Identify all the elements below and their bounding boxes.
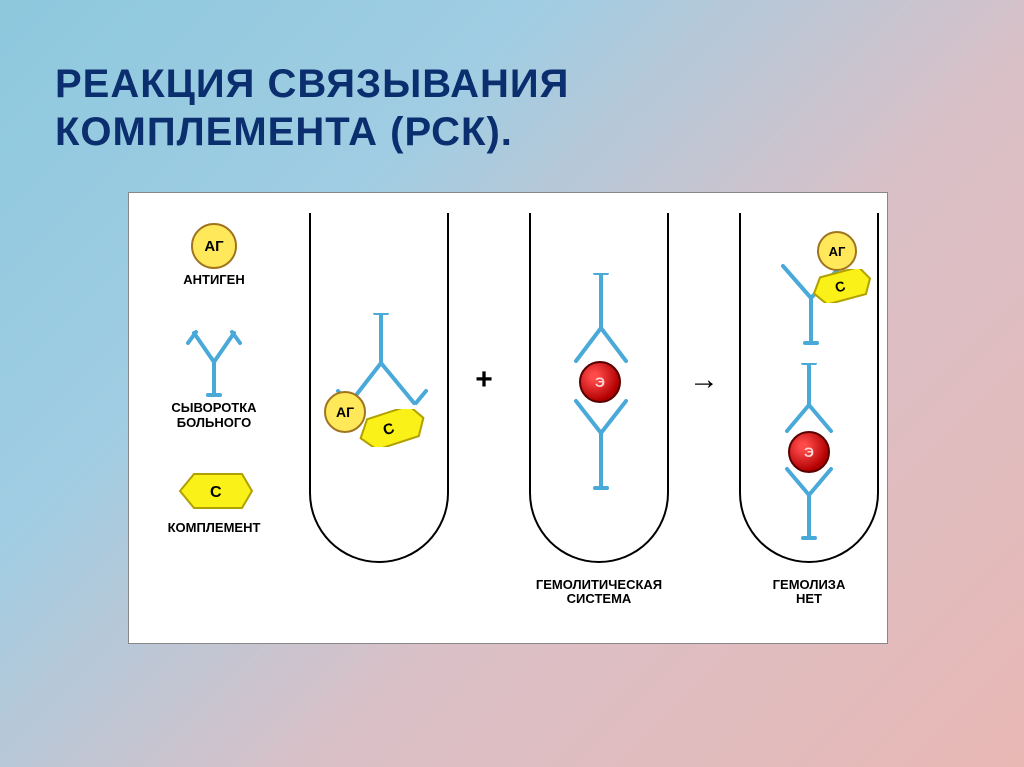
tube-3-label: ГЕМОЛИЗА НЕТ — [719, 578, 899, 607]
legend-serum: СЫВОРОТКА БОЛЬНОГО — [149, 327, 279, 430]
plus-operator: + — [464, 363, 504, 397]
legend-column: АГ АНТИГЕН СЫВОРОТКА БОЛЬНОГО — [149, 223, 279, 535]
tube-3: АГ С Э — [739, 213, 879, 563]
tube3-complement-icon: С — [809, 269, 875, 303]
antigen-symbol: АГ — [204, 238, 223, 255]
title-line-2: КОМПЛЕМЕНТА (РСК). — [55, 110, 513, 154]
complement-icon: С — [174, 470, 254, 512]
tube3-antigen-icon: АГ — [817, 231, 857, 271]
tube-2-label: ГЕМОЛИТИЧЕСКАЯ СИСТЕМА — [509, 578, 689, 607]
arrow-operator: → — [684, 363, 724, 397]
tube-2: Э ГЕМОЛИТИЧЕСКАЯ СИСТЕМА — [529, 213, 669, 563]
legend-complement: С КОМПЛЕМЕНТ — [149, 470, 279, 535]
title-line-1: РЕАКЦИЯ СВЯЗЫВАНИЯ — [55, 62, 569, 106]
complement-label: КОМПЛЕМЕНТ — [149, 521, 279, 535]
slide-title: РЕАКЦИЯ СВЯЗЫВАНИЯ КОМПЛЕМЕНТА (РСК). — [55, 60, 569, 156]
serum-label: СЫВОРОТКА БОЛЬНОГО — [149, 401, 279, 430]
diagram-panel: АГ АНТИГЕН СЫВОРОТКА БОЛЬНОГО — [128, 192, 888, 644]
complement-symbol: С — [210, 484, 222, 501]
legend-antigen: АГ АНТИГЕН — [149, 223, 279, 287]
tube2-erythrocyte-icon: Э — [579, 361, 621, 403]
antibody-icon — [184, 327, 244, 397]
antigen-icon: АГ — [191, 223, 237, 269]
tube-1: АГ С — [309, 213, 449, 563]
tube1-complement-icon: С — [355, 409, 427, 447]
tubes-area: АГ С + — [299, 193, 879, 643]
tube3-erythrocyte-icon: Э — [788, 431, 830, 473]
antigen-label: АНТИГЕН — [149, 273, 279, 287]
